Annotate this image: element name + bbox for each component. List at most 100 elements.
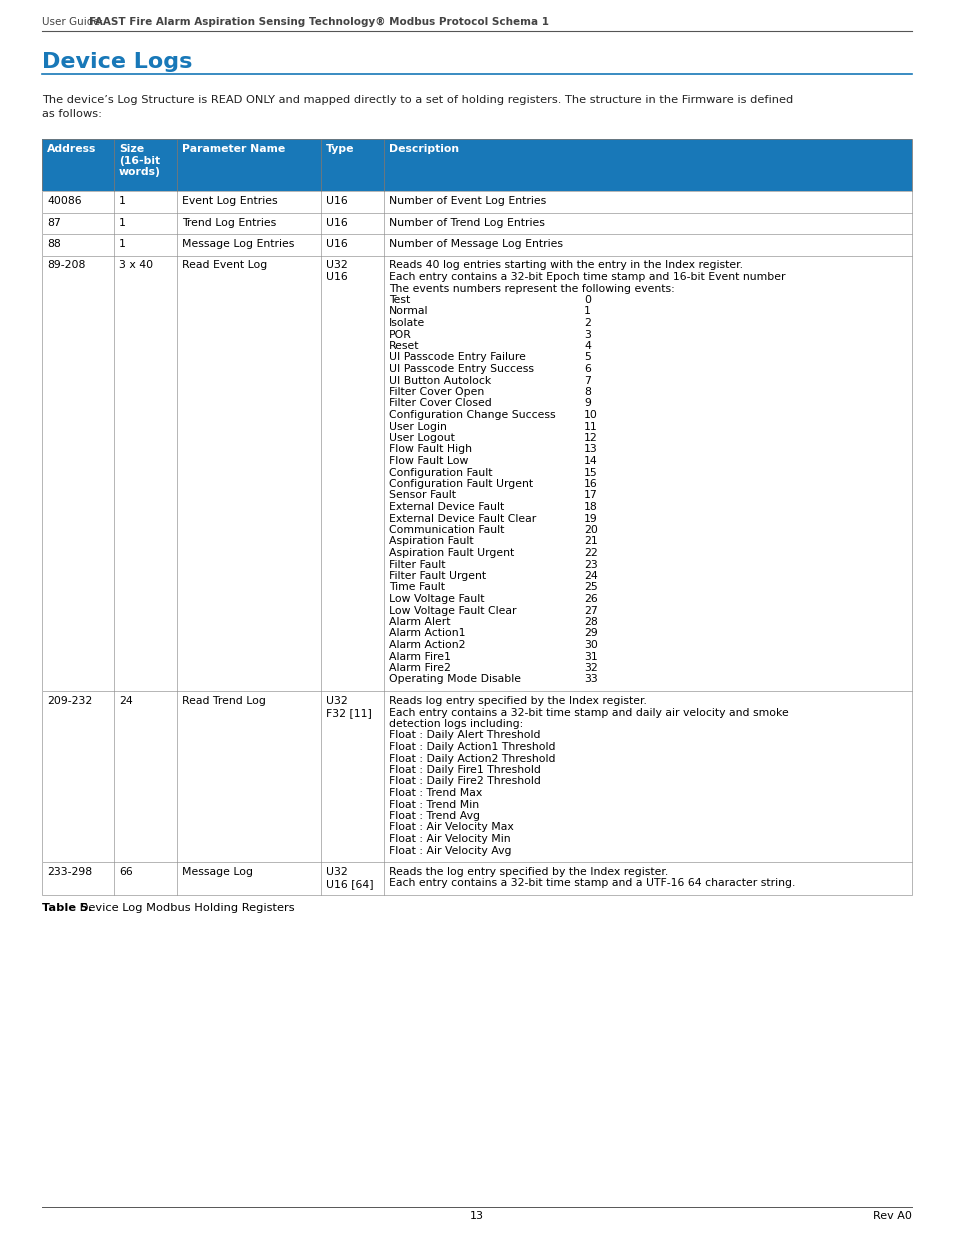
Text: User Login: User Login: [389, 421, 446, 431]
Text: 89-208: 89-208: [47, 261, 85, 270]
Text: Device Log Modbus Holding Registers: Device Log Modbus Holding Registers: [76, 903, 294, 913]
Text: Type: Type: [326, 144, 355, 154]
Text: 6: 6: [583, 364, 590, 374]
Text: 24: 24: [583, 571, 598, 580]
Text: 32: 32: [583, 663, 598, 673]
Bar: [42, 191, 911, 212]
Text: Address: Address: [47, 144, 96, 154]
Text: Float : Daily Fire1 Threshold: Float : Daily Fire1 Threshold: [389, 764, 540, 776]
Text: Float : Daily Fire2 Threshold: Float : Daily Fire2 Threshold: [389, 777, 540, 787]
Text: Float : Air Velocity Min: Float : Air Velocity Min: [389, 834, 510, 844]
Text: Float : Daily Action2 Threshold: Float : Daily Action2 Threshold: [389, 753, 555, 763]
Text: The events numbers represent the following events:: The events numbers represent the followi…: [389, 284, 674, 294]
Text: 12: 12: [583, 433, 598, 443]
Text: Alarm Action2: Alarm Action2: [389, 640, 465, 650]
Text: User Logout: User Logout: [389, 433, 455, 443]
Bar: [42, 256, 911, 692]
Text: Each entry contains a 32-bit Epoch time stamp and 16-bit Event number: Each entry contains a 32-bit Epoch time …: [389, 272, 784, 282]
Text: 27: 27: [583, 605, 598, 615]
Text: 11: 11: [583, 421, 598, 431]
Text: 1: 1: [119, 217, 126, 227]
Text: U16: U16: [326, 217, 348, 227]
Text: 21: 21: [583, 536, 598, 547]
Bar: [42, 233, 911, 256]
Text: UI Passcode Entry Failure: UI Passcode Entry Failure: [389, 352, 525, 363]
Text: Number of Trend Log Entries: Number of Trend Log Entries: [389, 217, 544, 227]
Text: 0: 0: [583, 295, 590, 305]
Text: Reads the log entry specified by the Index register.: Reads the log entry specified by the Ind…: [389, 867, 667, 877]
Text: 20: 20: [583, 525, 598, 535]
Text: Event Log Entries: Event Log Entries: [182, 196, 277, 206]
Text: 25: 25: [583, 583, 598, 593]
Text: 7: 7: [583, 375, 590, 385]
Text: Filter Cover Closed: Filter Cover Closed: [389, 399, 491, 409]
Text: FAAST Fire Alarm Aspiration Sensing Technology® Modbus Protocol Schema 1: FAAST Fire Alarm Aspiration Sensing Tech…: [89, 17, 548, 27]
Text: 40086: 40086: [47, 196, 82, 206]
Text: Number of Message Log Entries: Number of Message Log Entries: [389, 240, 562, 249]
Text: Normal: Normal: [389, 306, 428, 316]
Text: Float : Trend Min: Float : Trend Min: [389, 799, 478, 809]
Text: Alarm Fire2: Alarm Fire2: [389, 663, 451, 673]
Text: 4: 4: [583, 341, 590, 351]
Text: 13: 13: [583, 445, 598, 454]
Text: 13: 13: [470, 1212, 483, 1221]
Bar: [42, 140, 911, 191]
Text: 28: 28: [583, 618, 598, 627]
Bar: [42, 140, 911, 191]
Text: 15: 15: [583, 468, 598, 478]
Text: 10: 10: [583, 410, 598, 420]
Text: 1: 1: [119, 240, 126, 249]
Text: Aspiration Fault: Aspiration Fault: [389, 536, 473, 547]
Text: 88: 88: [47, 240, 61, 249]
Text: U32
U16: U32 U16: [326, 261, 348, 282]
Text: Device Logs: Device Logs: [42, 52, 193, 72]
Bar: [42, 862, 911, 895]
Text: Filter Fault Urgent: Filter Fault Urgent: [389, 571, 486, 580]
Text: 66: 66: [119, 867, 132, 877]
Text: 16: 16: [583, 479, 598, 489]
Text: Filter Fault: Filter Fault: [389, 559, 445, 569]
Text: 14: 14: [583, 456, 598, 466]
Bar: [42, 862, 911, 895]
Text: Reads log entry specified by the Index register.: Reads log entry specified by the Index r…: [389, 697, 646, 706]
Bar: [42, 212, 911, 233]
Text: Test: Test: [389, 295, 410, 305]
Bar: [42, 692, 911, 862]
Text: 33: 33: [583, 674, 598, 684]
Text: detection logs including:: detection logs including:: [389, 719, 522, 729]
Text: Message Log: Message Log: [182, 867, 253, 877]
Text: 5: 5: [583, 352, 590, 363]
Text: Alarm Action1: Alarm Action1: [389, 629, 465, 638]
Text: Read Event Log: Read Event Log: [182, 261, 267, 270]
Text: Float : Trend Max: Float : Trend Max: [389, 788, 482, 798]
Text: External Device Fault Clear: External Device Fault Clear: [389, 514, 536, 524]
Text: POR: POR: [389, 330, 412, 340]
Text: 29: 29: [583, 629, 598, 638]
Text: Alarm Fire1: Alarm Fire1: [389, 652, 451, 662]
Text: Low Voltage Fault: Low Voltage Fault: [389, 594, 484, 604]
Text: 17: 17: [583, 490, 598, 500]
Text: Parameter Name: Parameter Name: [182, 144, 285, 154]
Text: Float : Daily Alert Threshold: Float : Daily Alert Threshold: [389, 730, 540, 741]
Text: 1: 1: [583, 306, 590, 316]
Text: Number of Event Log Entries: Number of Event Log Entries: [389, 196, 546, 206]
Text: Configuration Fault: Configuration Fault: [389, 468, 492, 478]
Text: Filter Cover Open: Filter Cover Open: [389, 387, 484, 396]
Text: Sensor Fault: Sensor Fault: [389, 490, 456, 500]
Text: Flow Fault Low: Flow Fault Low: [389, 456, 468, 466]
Text: U32
F32 [11]: U32 F32 [11]: [326, 697, 372, 718]
Text: The device’s Log Structure is READ ONLY and mapped directly to a set of holding : The device’s Log Structure is READ ONLY …: [42, 95, 792, 105]
Text: Message Log Entries: Message Log Entries: [182, 240, 294, 249]
Text: Rev A0: Rev A0: [872, 1212, 911, 1221]
Text: Each entry contains a 32-bit time stamp and daily air velocity and smoke: Each entry contains a 32-bit time stamp …: [389, 708, 788, 718]
Text: Table 5.: Table 5.: [42, 903, 92, 913]
Text: Description: Description: [389, 144, 458, 154]
Text: Alarm Alert: Alarm Alert: [389, 618, 450, 627]
Bar: [42, 692, 911, 862]
Text: 26: 26: [583, 594, 598, 604]
Text: U16: U16: [326, 196, 348, 206]
Text: U16: U16: [326, 240, 348, 249]
Bar: [42, 212, 911, 233]
Text: Float : Daily Action1 Threshold: Float : Daily Action1 Threshold: [389, 742, 555, 752]
Text: Operating Mode Disable: Operating Mode Disable: [389, 674, 520, 684]
